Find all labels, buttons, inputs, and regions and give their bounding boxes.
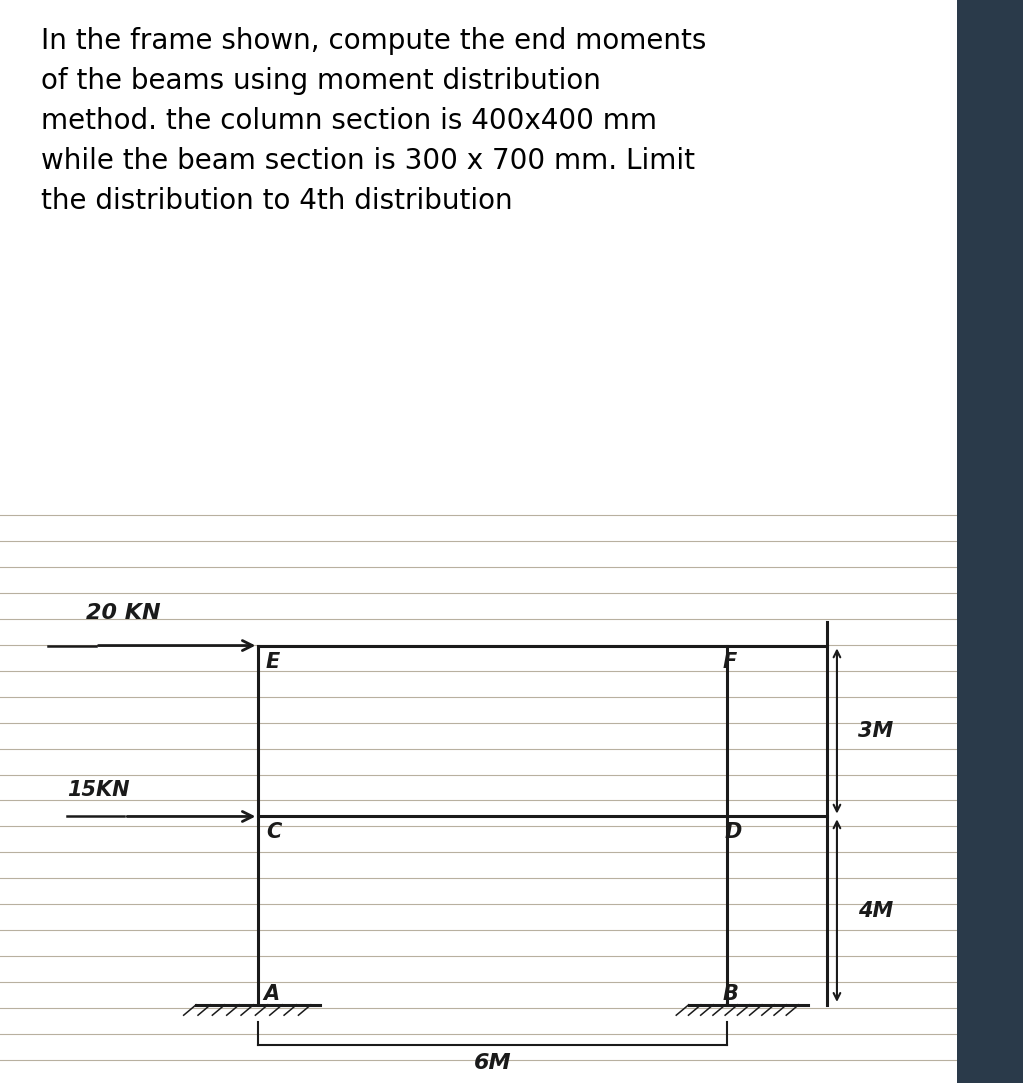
Text: D: D — [724, 822, 742, 843]
Text: E: E — [266, 652, 280, 671]
Text: F: F — [722, 652, 737, 671]
Text: 20 KN: 20 KN — [86, 603, 161, 624]
Text: C: C — [266, 822, 281, 843]
Text: 15KN: 15KN — [66, 780, 130, 800]
Text: 4M: 4M — [858, 901, 893, 921]
Text: B: B — [722, 984, 738, 1004]
Text: 3M: 3M — [858, 721, 893, 741]
Text: A: A — [263, 984, 279, 1004]
Text: In the frame shown, compute the end moments
of the beams using moment distributi: In the frame shown, compute the end mome… — [41, 27, 706, 216]
Text: 6M: 6M — [474, 1053, 512, 1072]
